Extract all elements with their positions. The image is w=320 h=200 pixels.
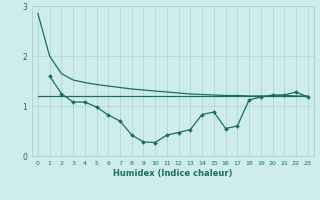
X-axis label: Humidex (Indice chaleur): Humidex (Indice chaleur): [113, 169, 233, 178]
